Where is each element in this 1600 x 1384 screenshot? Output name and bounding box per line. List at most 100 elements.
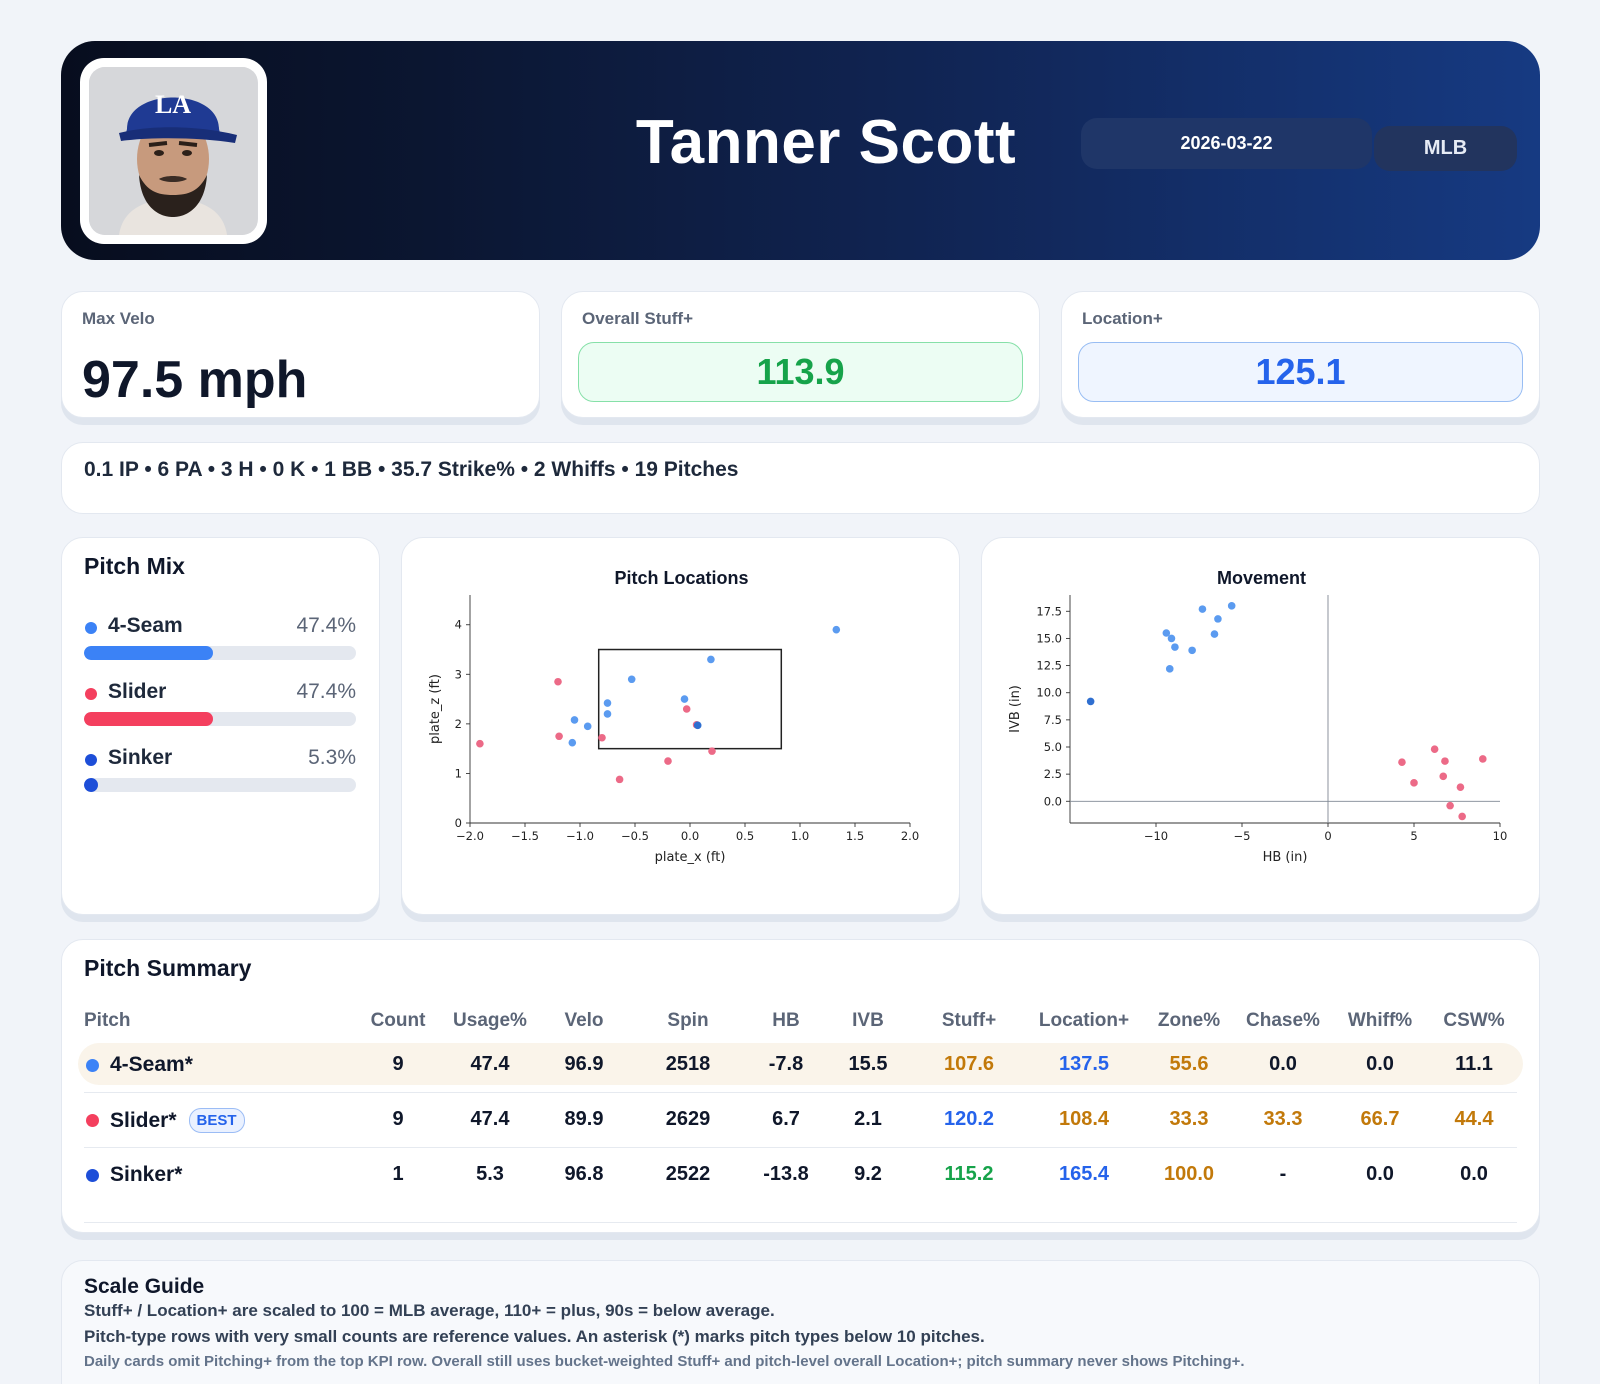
kpi-label: Max Velo <box>82 309 155 328</box>
table-cell: 2522 <box>665 1163 711 1185</box>
kpi-location-plus-card: Location+ 125.1 <box>1061 291 1540 418</box>
table-cell: 137.5 <box>1058 1053 1110 1075</box>
pitch-color-dot <box>85 622 97 634</box>
x-tick-label: 2.0 <box>901 829 919 843</box>
table-cell: 100.0 <box>1163 1163 1215 1185</box>
data-point-slider <box>1398 758 1406 766</box>
table-cell: 15.5 <box>848 1053 888 1075</box>
data-point-4-seam <box>568 738 577 747</box>
y-tick-label: 2.5 <box>1044 767 1062 781</box>
x-tick-label: −0.5 <box>621 829 649 843</box>
table-cell: 0.0 <box>1366 1163 1394 1185</box>
table-cell: -7.8 <box>768 1053 804 1075</box>
data-point-4-seam <box>1214 615 1222 623</box>
data-point-4-seam <box>1167 634 1176 643</box>
x-tick-label: 10 <box>1493 829 1508 843</box>
pitch-mix-bar-track <box>84 646 356 660</box>
pitch-mix-name: Sinker <box>108 746 173 769</box>
y-axis-label: plate_z (ft) <box>428 674 443 744</box>
table-cell: 47.4 <box>470 1108 510 1130</box>
table-cell: 9 <box>392 1108 404 1130</box>
data-point-4-seam <box>1165 665 1174 673</box>
pitch-locations-title: Pitch Locations <box>614 568 749 588</box>
pitch-mix-bar-track <box>84 712 356 726</box>
data-point-slider <box>1479 755 1487 763</box>
table-column-header: IVB <box>852 1010 884 1031</box>
pitch-mix-percent: 47.4% <box>296 614 356 637</box>
data-point-4-seam <box>1162 629 1171 637</box>
pitch-mix-name: Slider <box>108 680 167 703</box>
pitch-name: 4-Seam* <box>110 1053 193 1076</box>
kpi-label: Location+ <box>1082 309 1163 328</box>
data-point-4-seam <box>832 625 841 634</box>
x-tick-label: −5 <box>1234 829 1251 843</box>
table-cell: 5.3 <box>476 1163 504 1185</box>
table-row: Sinker* 1 5.3 96.8 2522 -13.8 9.2 115.2 165.4 100… <box>78 1153 1523 1195</box>
pitch-color-dot <box>85 754 97 766</box>
y-tick-label: 10.0 <box>1036 686 1062 700</box>
pitch-summary-title: Pitch Summary <box>84 955 252 981</box>
y-tick-label: 0 <box>455 816 462 830</box>
data-point-slider <box>476 739 484 748</box>
data-point-slider <box>1430 745 1439 753</box>
x-axis-label: plate_x (ft) <box>655 850 726 865</box>
player-header: LA Tanner Scott 2026-03-22 MLB <box>61 41 1540 260</box>
data-point-slider <box>1441 757 1449 765</box>
table-cell: 0.0 <box>1460 1163 1488 1185</box>
table-cell: 2629 <box>665 1108 711 1130</box>
table-column-header: Pitch <box>84 1010 131 1031</box>
pitch-mix-item: 4-Seam 47.4% <box>84 613 356 660</box>
table-column-header: Spin <box>667 1010 709 1031</box>
player-headshot-image: LA <box>89 67 257 235</box>
data-point-slider <box>1458 812 1466 821</box>
data-point-4-seam <box>1188 646 1196 655</box>
x-tick-label: 0 <box>1324 829 1331 843</box>
scale-guide-card: Scale Guide Stuff+ / Location+ are scale… <box>61 1260 1540 1384</box>
kpi-max-velo-value: 97.5 mph <box>82 351 308 409</box>
x-tick-label: −1.0 <box>566 829 594 843</box>
table-cell: 0.0 <box>1269 1053 1297 1075</box>
y-tick-label: 5.0 <box>1044 740 1062 754</box>
pitch-name: Sinker* <box>110 1163 183 1186</box>
pitch-mix-item: Slider 47.4% <box>84 679 356 726</box>
table-cell: 2518 <box>665 1053 711 1075</box>
x-tick-label: 1.0 <box>791 829 809 843</box>
data-point-slider <box>598 733 606 742</box>
table-cell: 165.4 <box>1058 1163 1110 1185</box>
pitch-color-dot <box>85 688 97 700</box>
pitch-mix-title: Pitch Mix <box>84 553 185 579</box>
table-column-header: CSW% <box>1443 1010 1505 1031</box>
data-point-4-seam <box>603 699 612 707</box>
pitch-color-dot <box>86 1058 99 1072</box>
data-point-4-seam <box>707 655 715 664</box>
table-cell: 0.0 <box>1366 1053 1394 1075</box>
pitch-mix-name: 4-Seam <box>108 614 183 637</box>
pitch-color-dot <box>86 1114 99 1127</box>
pitch-mix-percent: 47.4% <box>296 680 356 703</box>
data-point-slider <box>708 747 716 755</box>
data-point-4-seam <box>570 716 579 724</box>
table-bottom-rule <box>84 1222 1517 1223</box>
pitch-name-cell: Sinker* <box>86 1163 182 1187</box>
pitch-mix-bar-fill <box>84 778 99 792</box>
kpi-stuff-plus-card: Overall Stuff+ 113.9 <box>561 291 1040 418</box>
data-point-4-seam <box>627 675 636 684</box>
table-cell: 55.6 <box>1169 1053 1209 1075</box>
player-photo-frame: LA <box>80 58 267 244</box>
movement-card: Movement −10 −5 0 5 10 0.0 2.5 5.0 7.5 10.0 12.5 15… <box>981 537 1540 915</box>
pitch-mix-bar-fill <box>84 646 213 660</box>
pitch-color-dot <box>86 1168 99 1182</box>
pitch-summary-card: Pitch Summary Pitch Count Usage% Velo Spin HB… <box>61 939 1540 1233</box>
pitch-mix-item: Sinker 5.3% <box>84 745 356 792</box>
data-point-4-seam <box>1198 605 1207 613</box>
kpi-stuff-plus-value: 113.9 <box>578 342 1023 402</box>
strike-zone-box <box>597 648 783 750</box>
data-point-slider <box>1456 783 1465 791</box>
table-cell: 115.2 <box>944 1163 994 1185</box>
data-point-slider <box>682 705 691 713</box>
data-point-slider <box>615 775 624 784</box>
y-tick-label: 7.5 <box>1044 713 1062 727</box>
table-cell: 66.7 <box>1360 1108 1400 1130</box>
data-point-slider <box>555 732 563 741</box>
player-name: Tanner Scott <box>635 108 1017 177</box>
